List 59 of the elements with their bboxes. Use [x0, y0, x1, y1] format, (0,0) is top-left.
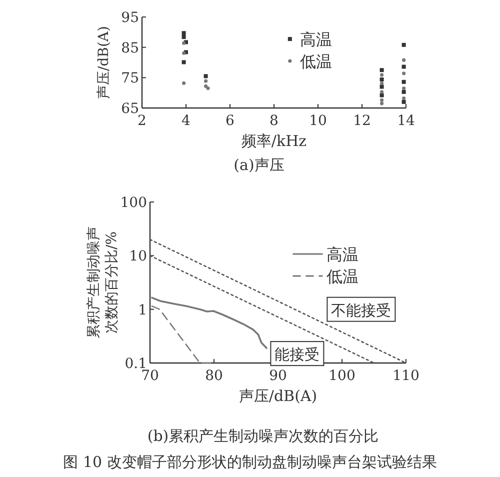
- x-tick-label: 110: [392, 368, 420, 384]
- point: [402, 72, 406, 76]
- text: (a)声压: [234, 156, 284, 174]
- y-tick-label: 65: [121, 101, 139, 117]
- point: [380, 93, 384, 98]
- y-tick-label: 95: [121, 10, 139, 26]
- x-axis-title: 频率/kHz: [241, 132, 307, 150]
- point: [204, 79, 208, 83]
- point: [380, 90, 384, 94]
- y-tick-label: 10: [129, 248, 147, 265]
- point: [402, 42, 406, 47]
- y-tick-label: 100: [120, 195, 147, 211]
- x-tick-label: 100: [328, 368, 356, 384]
- caption: 图 10 改变帽子部分形状的制动盘制动噪声台架试验结果: [63, 453, 437, 471]
- x-tick-label: 70: [141, 368, 159, 384]
- point: [402, 58, 406, 62]
- point: [182, 81, 186, 85]
- y-tick-label: 1: [138, 302, 147, 318]
- x-tick-label: 10: [309, 113, 327, 129]
- legend-label: 低温: [300, 52, 332, 71]
- point: [402, 96, 406, 100]
- line-series: [151, 296, 268, 349]
- x-tick-label: 12: [353, 113, 371, 129]
- x-tick-label: 80: [205, 368, 223, 384]
- point: [182, 31, 186, 36]
- x-tick-label: 6: [226, 113, 235, 129]
- annotation: 不能接受: [331, 301, 392, 320]
- point: [380, 102, 384, 106]
- x-axis-title: 声压/dB(A): [238, 387, 318, 405]
- point: [204, 84, 208, 88]
- point: [380, 68, 384, 72]
- point: [380, 73, 384, 77]
- annotation: 能接受: [274, 346, 320, 364]
- y-tick-label: 85: [121, 40, 139, 56]
- point: [204, 74, 208, 78]
- legend-label: 低温: [326, 267, 359, 286]
- point: [402, 64, 406, 69]
- x-tick-label: 2: [138, 113, 146, 129]
- point: [380, 77, 384, 82]
- point: [380, 82, 384, 86]
- x-tick-label: 4: [182, 113, 191, 129]
- point: [206, 86, 210, 90]
- y-axis-title: 声压/dB(A): [96, 26, 112, 100]
- x-tick-label: 14: [397, 113, 415, 129]
- point: [402, 86, 406, 90]
- text: (b)累积产生制动噪声次数的百分比: [147, 427, 379, 445]
- x-tick-label: 8: [270, 113, 278, 129]
- point: [182, 60, 186, 64]
- point: [402, 80, 406, 84]
- point: [182, 35, 186, 40]
- point: [380, 98, 384, 102]
- y-tick-label: 75: [121, 70, 139, 87]
- point: [380, 84, 384, 89]
- y-axis-title: 累积产生制动噪声次数的百分比/%: [86, 226, 120, 338]
- point: [402, 90, 406, 94]
- legend-label: 高温: [326, 245, 359, 264]
- legend-label: 高温: [300, 30, 332, 49]
- x-tick-label: 90: [269, 368, 287, 384]
- point: [402, 100, 406, 104]
